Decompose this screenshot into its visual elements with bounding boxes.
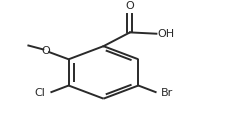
Text: O: O — [41, 46, 50, 56]
Text: OH: OH — [157, 29, 174, 39]
Text: O: O — [125, 1, 134, 11]
Text: Cl: Cl — [35, 88, 45, 98]
Text: Br: Br — [161, 88, 173, 98]
